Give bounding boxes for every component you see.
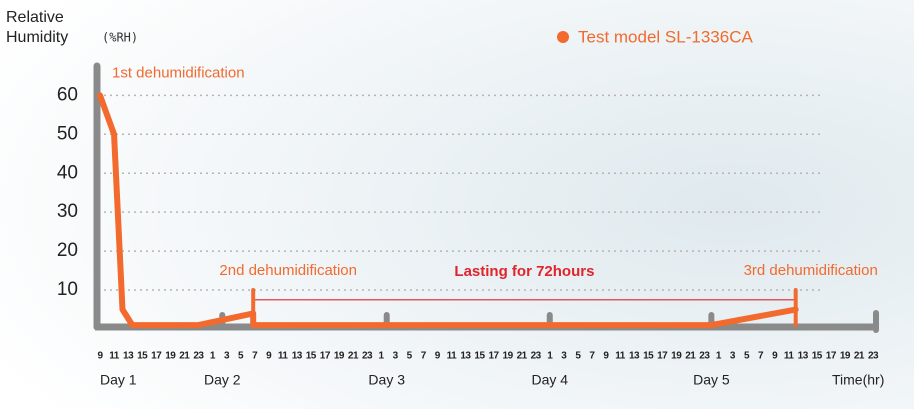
x-tick-label: 9 xyxy=(97,351,103,362)
x-tick-label: 7 xyxy=(252,351,258,362)
x-tick-label: 23 xyxy=(868,351,879,362)
x-tick-label: 19 xyxy=(840,351,851,362)
x-tick-label: 5 xyxy=(407,351,413,362)
x-tick-label: 7 xyxy=(758,351,764,362)
x-tick-label: 19 xyxy=(503,351,514,362)
x-tick-label: 11 xyxy=(109,351,120,362)
x-tick-label: 23 xyxy=(193,351,204,362)
x-tick-label: 21 xyxy=(517,351,528,362)
x-tick-label: 21 xyxy=(685,351,696,362)
x-tick-label: 1 xyxy=(547,351,553,362)
x-tick-label: 13 xyxy=(123,351,134,362)
x-axis-title: Time(hr) xyxy=(832,372,884,388)
y-tick-label: 50 xyxy=(57,123,78,144)
legend-label: Test model SL-1336CA xyxy=(578,27,753,46)
x-tick-label: 11 xyxy=(447,351,458,362)
x-tick-label: 21 xyxy=(179,351,190,362)
day-label: Day 2 xyxy=(204,372,241,388)
x-tick-label: 7 xyxy=(421,351,427,362)
x-tick-label: 13 xyxy=(460,351,471,362)
x-tick-label: 15 xyxy=(643,351,654,362)
event-label: 3rd dehumidification xyxy=(744,262,878,279)
x-tick-label: 9 xyxy=(772,351,778,362)
x-tick-label: 23 xyxy=(531,351,542,362)
x-tick-label: 17 xyxy=(657,351,668,362)
x-tick-label: 9 xyxy=(266,351,272,362)
x-tick-label: 11 xyxy=(278,351,289,362)
x-tick-label: 11 xyxy=(784,351,795,362)
x-tick-label: 23 xyxy=(699,351,710,362)
x-tick-label: 5 xyxy=(575,351,581,362)
y-tick-label: 10 xyxy=(57,279,78,300)
x-tick-label: 15 xyxy=(306,351,317,362)
span-label: Lasting for 72hours xyxy=(454,263,594,280)
x-tick-label: 21 xyxy=(348,351,359,362)
y-tick-label: 30 xyxy=(57,201,78,222)
x-tick-label: 23 xyxy=(362,351,373,362)
event-label: 1st dehumidification xyxy=(112,64,245,81)
x-tick-label: 15 xyxy=(137,351,148,362)
x-tick-label: 3 xyxy=(730,351,736,362)
x-tick-label: 1 xyxy=(379,351,385,362)
y-axis-title: Humidity xyxy=(6,29,68,46)
day-label: Day 3 xyxy=(368,372,405,388)
y-tick-label: 40 xyxy=(57,162,78,183)
day-label: Day 5 xyxy=(693,372,730,388)
x-tick-label: 3 xyxy=(224,351,230,362)
x-tick-label: 17 xyxy=(320,351,331,362)
event-label: 2nd dehumidification xyxy=(219,262,357,279)
x-tick-label: 9 xyxy=(603,351,609,362)
x-tick-label: 7 xyxy=(589,351,595,362)
x-tick-label: 17 xyxy=(826,351,837,362)
x-tick-label: 1 xyxy=(716,351,722,362)
y-tick-label: 60 xyxy=(57,84,78,105)
day-label: Day 1 xyxy=(100,372,137,388)
x-tick-label: 11 xyxy=(615,351,626,362)
x-tick-label: 5 xyxy=(238,351,244,362)
x-tick-label: 9 xyxy=(435,351,441,362)
x-tick-label: 1 xyxy=(210,351,216,362)
x-tick-label: 15 xyxy=(474,351,485,362)
day-label: Day 4 xyxy=(531,372,568,388)
x-tick-label: 21 xyxy=(854,351,865,362)
y-axis-title: Relative xyxy=(6,9,64,26)
x-tick-label: 19 xyxy=(165,351,176,362)
x-tick-label: 13 xyxy=(629,351,640,362)
x-tick-label: 19 xyxy=(671,351,682,362)
x-tick-label: 5 xyxy=(744,351,750,362)
y-tick-label: 20 xyxy=(57,240,78,261)
x-tick-label: 3 xyxy=(561,351,567,362)
x-tick-label: 17 xyxy=(488,351,499,362)
legend-marker xyxy=(557,31,569,43)
x-tick-label: 17 xyxy=(151,351,162,362)
x-tick-label: 13 xyxy=(292,351,303,362)
y-axis-unit: (%RH) xyxy=(102,31,138,45)
x-tick-label: 15 xyxy=(812,351,823,362)
x-tick-label: 19 xyxy=(334,351,345,362)
x-tick-label: 13 xyxy=(798,351,809,362)
x-tick-label: 3 xyxy=(393,351,399,362)
series-line xyxy=(97,92,799,329)
